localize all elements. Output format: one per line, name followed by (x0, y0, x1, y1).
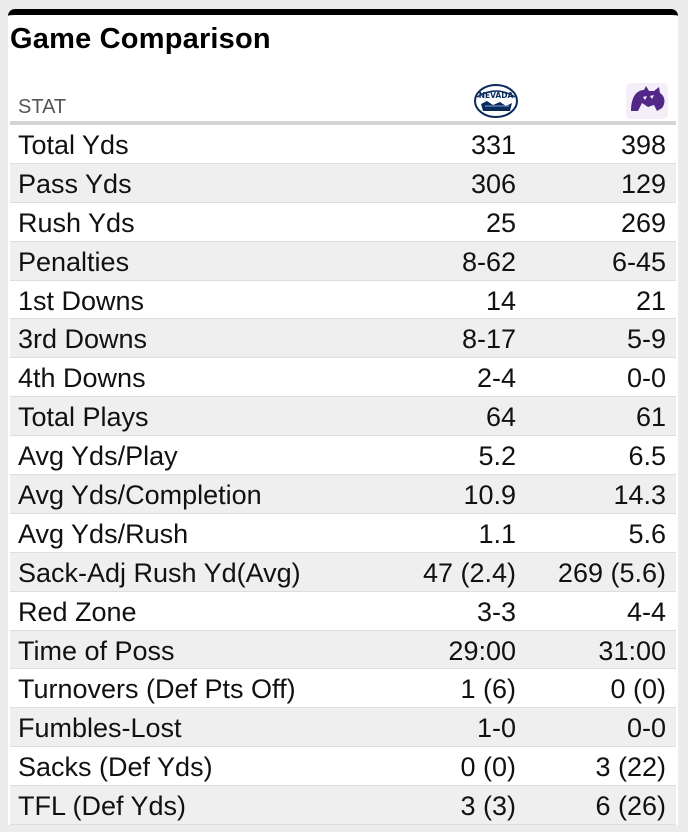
team2-value: 398 (620, 130, 666, 160)
team1-value: 8-17 (461, 324, 516, 355)
team2-value: 6-45 (611, 246, 666, 277)
nevada-logo-text: NEVADA (479, 91, 514, 100)
table-row: Total Plays 64 61 (10, 397, 676, 437)
team2-value: 14.3 (613, 480, 666, 511)
table-row: TFL (Def Yds) 3 (3) 6 (26) (10, 786, 676, 826)
team2-value: 269 (620, 207, 666, 238)
table-row: Rush Yds 25 269 (10, 203, 676, 242)
stat-name: Penalties (18, 246, 130, 277)
team1-value: 47 (2.4) (422, 557, 516, 588)
table-row: Pass Yds 306 129 (10, 163, 676, 203)
team2-value: 5-9 (626, 324, 666, 355)
stat-name: Sacks (Def Yds) (18, 752, 213, 783)
team2-value: 0 (0) (610, 674, 666, 705)
team1-value: 1.1 (478, 518, 516, 549)
stat-name: Fumbles-Lost (18, 713, 182, 744)
table-row: Time of Poss 29:00 31:00 (10, 630, 676, 670)
stat-name: Total Yds (18, 130, 129, 160)
team2-value: 4-4 (626, 596, 666, 627)
nevada-logo-icon: NEVADA (474, 84, 518, 118)
team1-value: 25 (485, 207, 516, 238)
stat-name: Pass Yds (18, 168, 132, 199)
team2-value: 0-0 (626, 363, 666, 394)
stat-name: 3rd Downs (18, 324, 148, 355)
table-header: STAT NEVADA (10, 67, 676, 122)
table-row: Penalties 8-62 6-45 (10, 241, 676, 281)
team1-value: 331 (470, 130, 516, 160)
game-comparison-card: Game Comparison STAT NEVADA Total Yds 33… (8, 9, 678, 826)
table-row: Turnovers (Def Pts Off) 1 (6) 0 (0) (10, 669, 676, 709)
team1-value: 14 (485, 285, 516, 316)
kstate-wildcat-logo-icon (626, 83, 668, 119)
table-row: Avg Yds/Play 5.2 6.5 (10, 436, 676, 476)
team1-value: 3 (3) (460, 791, 516, 822)
team2-value: 61 (635, 402, 666, 433)
team1-value: 0 (0) (460, 752, 516, 783)
team2-value: 129 (620, 168, 666, 199)
team2-value: 5.6 (628, 518, 666, 549)
team1-value: 29:00 (448, 635, 516, 666)
table-row: Sacks (Def Yds) 0 (0) 3 (22) (10, 747, 676, 787)
header-divider (10, 121, 676, 125)
team2-value: 269 (5.6) (557, 557, 666, 588)
team1-value: 2-4 (476, 363, 516, 394)
stat-name: Turnovers (Def Pts Off) (18, 674, 296, 705)
team2-value: 21 (635, 285, 666, 316)
table-row: Avg Yds/Rush 1.1 5.6 (10, 514, 676, 553)
team1-value: 1-0 (476, 713, 516, 744)
table-row: Total Yds 331 398 (10, 125, 676, 164)
team1-value: 5.2 (478, 441, 516, 472)
stat-name: Red Zone (18, 596, 137, 627)
team2-value: 6 (26) (595, 791, 666, 822)
stat-name: Avg Yds/Rush (18, 518, 189, 549)
team1-value: 64 (485, 402, 516, 433)
card-title: Game Comparison (10, 23, 271, 55)
team1-value: 8-62 (461, 246, 516, 277)
team2-value: 6.5 (628, 441, 666, 472)
team1-value: 1 (6) (460, 674, 516, 705)
stat-name: Avg Yds/Play (18, 441, 178, 472)
team2-value: 0-0 (626, 713, 666, 744)
stat-name: 1st Downs (18, 285, 145, 316)
table-row: Sack-Adj Rush Yd(Avg) 47 (2.4) 269 (5.6) (10, 552, 676, 592)
table-row: 4th Downs 2-4 0-0 (10, 358, 676, 398)
team1-value: 10.9 (463, 480, 516, 511)
stat-column-header: STAT (18, 96, 67, 118)
table-row: 1st Downs 14 21 (10, 281, 676, 320)
team2-value: 31:00 (598, 635, 666, 666)
stat-name: TFL (Def Yds) (18, 791, 187, 822)
stat-name: Time of Poss (18, 635, 175, 666)
team1-value: 3-3 (476, 596, 516, 627)
stat-name: Total Plays (18, 402, 149, 433)
stats-table-body: Total Yds 331 398 Pass Yds 306 129 Rush … (10, 125, 676, 826)
table-row: 3rd Downs 8-17 5-9 (10, 319, 676, 359)
stat-name: Avg Yds/Completion (18, 480, 262, 511)
table-row: Fumbles-Lost 1-0 0-0 (10, 708, 676, 748)
stat-name: Rush Yds (18, 207, 135, 238)
team1-value: 306 (470, 168, 516, 199)
table-row: Avg Yds/Completion 10.9 14.3 (10, 475, 676, 514)
table-row: Red Zone 3-3 4-4 (10, 592, 676, 631)
team2-value: 3 (22) (595, 752, 666, 783)
stat-name: 4th Downs (18, 363, 146, 394)
stat-name: Sack-Adj Rush Yd(Avg) (18, 557, 301, 588)
